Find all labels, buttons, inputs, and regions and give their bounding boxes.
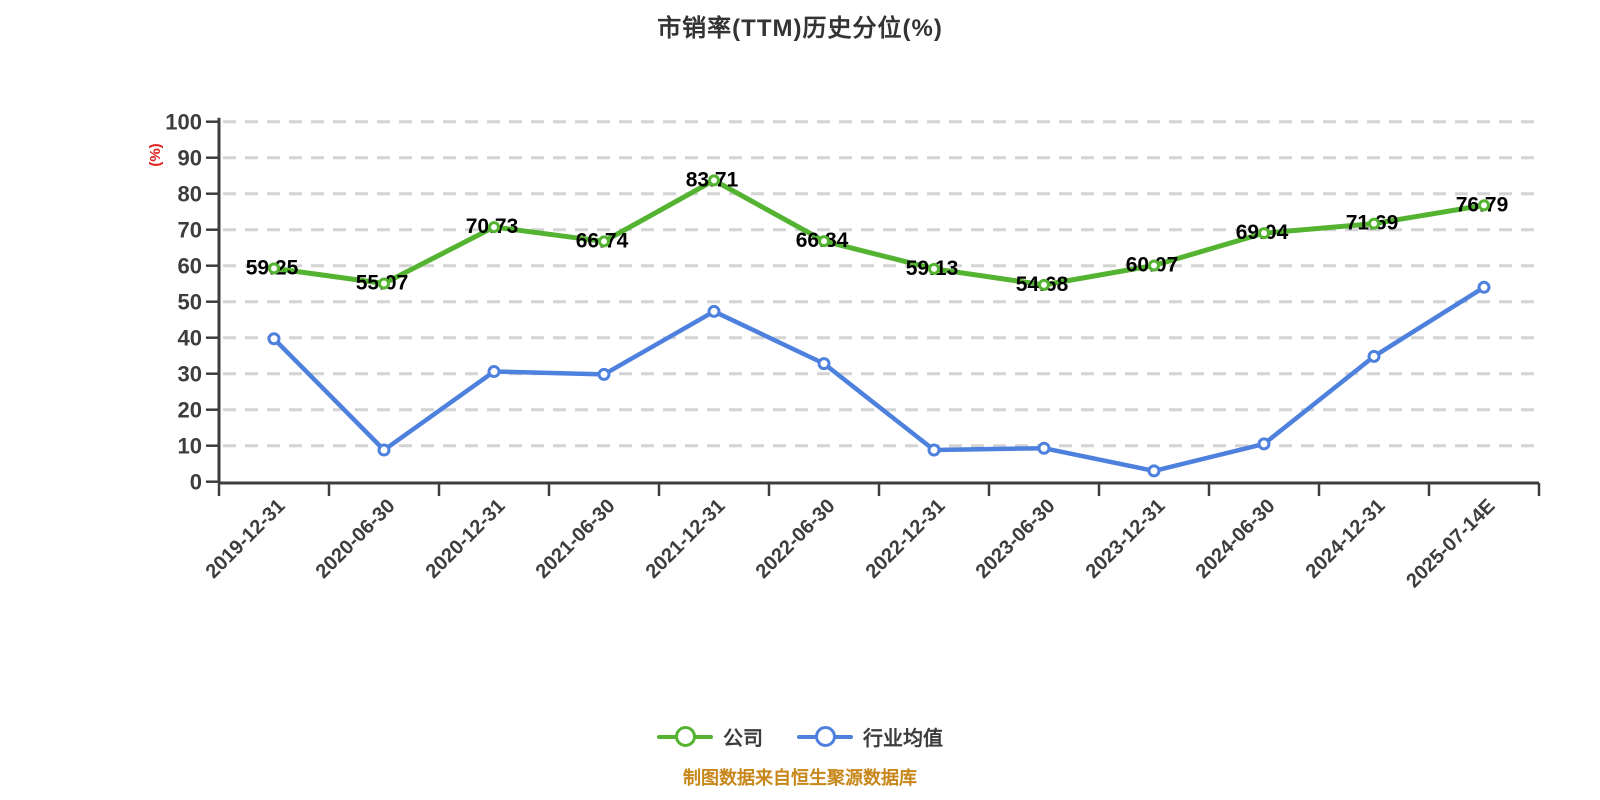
data-point-marker-industry (1367, 349, 1381, 363)
data-point-marker-industry (597, 367, 611, 381)
data-point-marker-industry (1147, 464, 1161, 478)
data-point-marker-company (1148, 259, 1160, 272)
data-point-marker-industry (707, 304, 721, 318)
x-tick-label: 2020-06-30 (312, 495, 400, 583)
data-point-marker-industry (817, 357, 831, 371)
x-tick-label: 2022-12-31 (862, 495, 950, 583)
x-tick-label: 2019-12-31 (202, 495, 290, 583)
x-tick-label: 2023-06-30 (972, 495, 1060, 583)
y-tick-label: 70 (178, 218, 202, 243)
series-line-company (271, 177, 1487, 288)
y-tick-label: 0 (190, 470, 202, 495)
data-point-marker-company (708, 174, 720, 187)
x-tick-label: 2021-06-30 (532, 495, 620, 583)
x-tick-label: 2021-12-31 (642, 495, 730, 583)
data-point-marker-company (598, 235, 610, 248)
y-tick-label: 20 (178, 398, 202, 423)
data-point-marker-company (1038, 278, 1050, 291)
chart-title: 市销率(TTM)历史分位(%) (657, 15, 943, 42)
data-point-marker-industry (1257, 437, 1271, 451)
chart-legend: 公司 行业均值 (0, 722, 1600, 751)
data-point-marker-industry (927, 443, 941, 457)
x-tick-label: 2020-12-31 (422, 495, 510, 583)
series-line-industry (271, 285, 1487, 474)
data-point-marker-company (928, 262, 940, 275)
x-tick-label: 2024-12-31 (1302, 495, 1390, 583)
legend-label-company: 公司 (723, 728, 763, 750)
legend-item-company[interactable]: 公司 (657, 722, 763, 751)
legend-item-industry-average[interactable]: 行业均值 (797, 722, 943, 751)
data-point-marker-company (378, 277, 390, 290)
y-tick-label: 90 (178, 146, 202, 171)
data-point-marker-industry (487, 365, 501, 379)
company-series-marker-icon (657, 726, 713, 748)
y-tick-label: 100 (165, 110, 202, 135)
x-tick-label: 2023-12-31 (1082, 495, 1170, 583)
data-source-note: 制图数据来自恒生聚源数据库 (683, 768, 917, 788)
data-point-marker-industry (377, 443, 391, 457)
y-tick-label: 80 (178, 182, 202, 207)
x-tick-label: 2022-06-30 (752, 495, 840, 583)
data-point-marker-company (1368, 217, 1380, 230)
data-point-marker-industry (1037, 441, 1051, 455)
industry-series-marker-icon (797, 726, 853, 748)
data-point-marker-company (818, 235, 830, 248)
data-point-marker-company (1478, 199, 1490, 212)
y-tick-label: 10 (178, 434, 202, 459)
y-tick-label: 30 (178, 362, 202, 387)
legend-label-industry-average: 行业均值 (863, 728, 943, 750)
data-point-marker-industry (267, 332, 281, 346)
y-tick-label: 50 (178, 290, 202, 315)
data-point-marker-company (1258, 227, 1270, 240)
data-point-marker-industry (1477, 280, 1491, 294)
data-point-marker-company (488, 221, 500, 234)
y-tick-label: 60 (178, 254, 202, 279)
y-tick-label: 40 (178, 326, 202, 351)
x-tick-label: 2024-06-30 (1192, 495, 1280, 583)
data-point-marker-company (268, 262, 280, 275)
x-tick-label: 2025-07-14E (1402, 495, 1499, 592)
